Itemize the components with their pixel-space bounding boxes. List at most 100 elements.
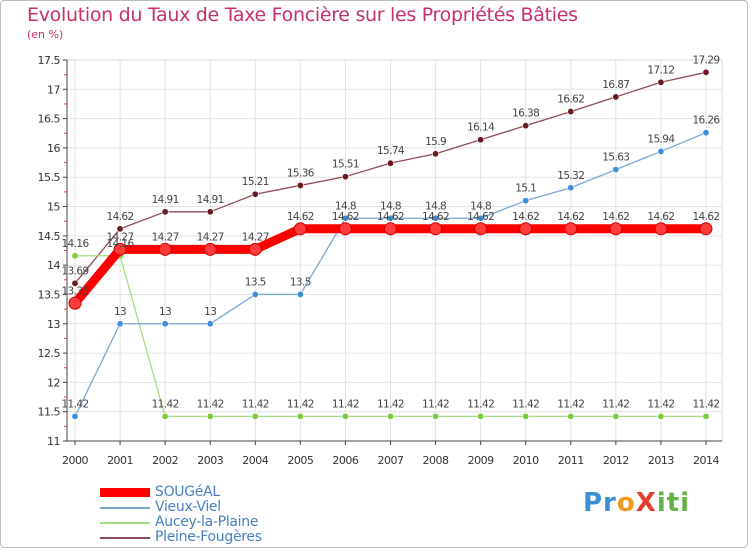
data-label-aucey-la-plaine-2010: 11.42 [512, 398, 539, 410]
point-aucey-la-plaine-2011 [567, 412, 575, 420]
data-label-vieux-viel-2005: 13.5 [290, 276, 311, 288]
legend-item-sougeal: SOUGéAL [100, 485, 262, 500]
point-sougeal-2005 [293, 222, 307, 236]
data-label-pleine-fougeres-2006: 15.51 [332, 159, 359, 171]
data-label-sougeal-2000: 13.35 [61, 285, 88, 297]
data-label-sougeal-2005: 14.62 [287, 211, 314, 223]
point-sougeal-2000 [68, 296, 82, 310]
data-label-vieux-viel-2004: 13.5 [245, 276, 266, 288]
point-vieux-viel-2002 [161, 320, 169, 328]
data-label-sougeal-2004: 14.27 [242, 231, 269, 243]
data-label-aucey-la-plaine-2001: 14.16 [107, 238, 135, 250]
data-label-pleine-fougeres-2001: 14.62 [107, 211, 134, 223]
proxiti-logo: ProXiti [583, 488, 691, 518]
data-label-sougeal-2002: 14.27 [152, 231, 179, 243]
point-aucey-la-plaine-2003 [206, 412, 214, 420]
point-sougeal-2006 [338, 222, 352, 236]
point-pleine-fougeres-2010 [522, 122, 530, 130]
point-aucey-la-plaine-2005 [296, 412, 304, 420]
y-tick-label-14: 14 [47, 259, 60, 272]
x-tick-label-2001: 2001 [107, 454, 133, 467]
x-tick-label-2012: 2012 [603, 454, 629, 467]
point-vieux-viel-2014 [702, 129, 710, 137]
x-tick-label-2011: 2011 [558, 454, 584, 467]
point-sougeal-2012 [609, 222, 623, 236]
point-pleine-fougeres-2007 [386, 159, 394, 167]
x-tick-label-2013: 2013 [648, 454, 674, 467]
y-tick-label-17: 17 [47, 83, 60, 96]
point-aucey-la-plaine-2007 [386, 412, 394, 420]
data-label-vieux-viel-2006: 14.8 [335, 200, 356, 212]
data-label-vieux-viel-2008: 14.8 [425, 200, 446, 212]
data-label-pleine-fougeres-2002: 14.91 [152, 194, 179, 206]
data-label-aucey-la-plaine-2007: 11.42 [377, 398, 404, 410]
point-sougeal-2014 [699, 222, 713, 236]
point-vieux-viel-2013 [657, 147, 665, 155]
data-label-pleine-fougeres-2008: 15.9 [425, 136, 446, 148]
point-aucey-la-plaine-2013 [657, 412, 665, 420]
y-tick-label-15: 15 [47, 201, 60, 214]
point-pleine-fougeres-2004 [251, 190, 259, 198]
legend-swatch-sougeal [100, 488, 150, 497]
x-tick-label-2008: 2008 [423, 454, 449, 467]
data-label-aucey-la-plaine-2008: 11.42 [422, 398, 449, 410]
data-label-vieux-viel-2013: 15.94 [647, 133, 675, 145]
point-pleine-fougeres-2012 [612, 93, 620, 101]
point-pleine-fougeres-2003 [206, 208, 214, 216]
point-vieux-viel-2000 [71, 412, 79, 420]
point-vieux-viel-2008 [432, 214, 440, 222]
data-label-pleine-fougeres-2004: 15.21 [242, 176, 269, 188]
legend-item-pleine-fougeres: Pleine-Fougères [100, 530, 262, 545]
data-label-pleine-fougeres-2000: 13.69 [61, 265, 88, 277]
x-tick-label-2005: 2005 [287, 454, 313, 467]
point-pleine-fougeres-2008 [432, 150, 440, 158]
data-label-pleine-fougeres-2010: 16.38 [512, 108, 539, 120]
data-label-aucey-la-plaine-2011: 11.42 [557, 398, 584, 410]
y-tick-label-12.5: 12.5 [38, 347, 61, 360]
data-label-aucey-la-plaine-2002: 11.42 [152, 398, 179, 410]
y-tick-label-11.5: 11.5 [38, 406, 61, 419]
data-label-pleine-fougeres-2009: 16.14 [467, 122, 495, 134]
point-pleine-fougeres-2013 [657, 78, 665, 86]
data-label-vieux-viel-2014: 16.26 [692, 115, 720, 127]
point-aucey-la-plaine-2000 [71, 252, 79, 260]
point-aucey-la-plaine-2002 [161, 412, 169, 420]
data-label-pleine-fougeres-2011: 16.62 [557, 94, 584, 106]
data-label-vieux-viel-2011: 15.32 [557, 170, 584, 182]
point-sougeal-2001 [113, 242, 127, 256]
point-sougeal-2011 [564, 222, 578, 236]
y-tick-label-16: 16 [47, 142, 60, 155]
data-label-aucey-la-plaine-2013: 11.42 [647, 398, 674, 410]
y-tick-label-14.5: 14.5 [38, 230, 61, 243]
y-tick-label-17.5: 17.5 [38, 54, 61, 67]
point-vieux-viel-2006 [341, 214, 349, 222]
y-tick-label-13.5: 13.5 [38, 288, 61, 301]
point-pleine-fougeres-2002 [161, 208, 169, 216]
point-sougeal-2003 [203, 242, 217, 256]
data-label-vieux-viel-2000: 11.42 [61, 398, 88, 410]
x-tick-label-2000: 2000 [62, 454, 88, 467]
legend-swatch-vieux-viel [100, 506, 150, 509]
point-sougeal-2004 [248, 242, 262, 256]
data-label-aucey-la-plaine-2004: 11.42 [242, 398, 269, 410]
legend-label-sougeal: SOUGéAL [155, 484, 220, 500]
point-vieux-viel-2007 [386, 214, 394, 222]
y-tick-label-13: 13 [47, 318, 60, 331]
data-label-aucey-la-plaine-2006: 11.42 [332, 398, 359, 410]
point-vieux-viel-2010 [522, 197, 530, 205]
legend: SOUGéAL Vieux-Viel Aucey-la-Plaine Plein… [100, 485, 262, 545]
point-pleine-fougeres-2011 [567, 108, 575, 116]
point-vieux-viel-2004 [251, 290, 259, 298]
chart-title: Evolution du Taux de Taxe Foncière sur l… [27, 4, 578, 26]
y-tick-label-16.5: 16.5 [38, 113, 61, 126]
x-tick-label-2002: 2002 [152, 454, 178, 467]
data-label-sougeal-2003: 14.27 [197, 231, 224, 243]
legend-item-vieux-viel: Vieux-Viel [100, 500, 262, 515]
point-sougeal-2008 [429, 222, 443, 236]
x-tick-label-2014: 2014 [693, 454, 719, 467]
point-vieux-viel-2009 [477, 214, 485, 222]
data-label-aucey-la-plaine-2009: 11.42 [467, 398, 494, 410]
data-label-sougeal-2008: 14.62 [422, 211, 449, 223]
data-label-vieux-viel-2012: 15.63 [602, 152, 629, 164]
